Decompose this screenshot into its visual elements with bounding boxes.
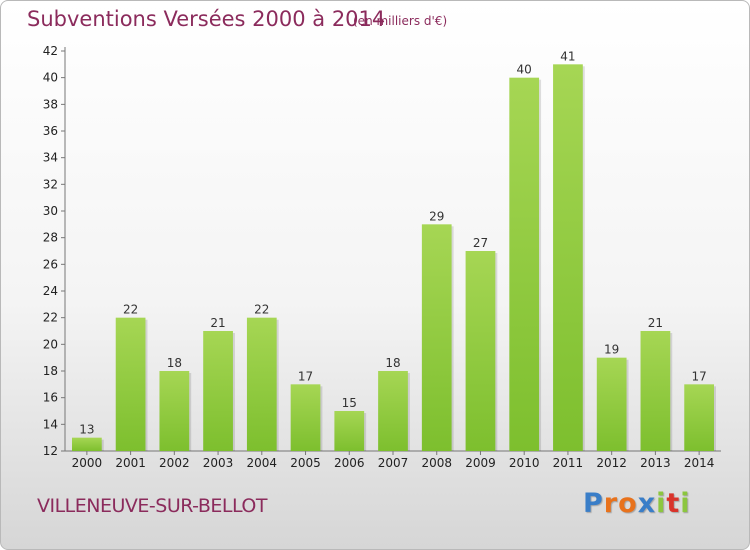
- bar: [378, 371, 408, 451]
- bar-value-label: 21: [210, 316, 225, 330]
- bar-value-label: 15: [342, 396, 357, 410]
- bar: [640, 331, 671, 451]
- x-tick-label: 2007: [378, 456, 409, 470]
- bar-value-label: 13: [79, 423, 94, 437]
- bar-value-label: 29: [429, 209, 444, 223]
- logo-letter: P: [583, 488, 604, 519]
- bar-value-label: 41: [560, 49, 575, 63]
- proxiti-logo: Proxiti: [583, 488, 691, 519]
- x-tick-label: 2013: [640, 456, 671, 470]
- logo-letter: x: [637, 488, 657, 519]
- bar-value-label: 18: [167, 356, 182, 370]
- y-tick-label: 30: [43, 204, 58, 218]
- x-tick-label: 2003: [203, 456, 234, 470]
- y-tick-label: 42: [43, 44, 58, 58]
- bar: [509, 77, 540, 452]
- bar-value-label: 19: [604, 343, 619, 357]
- logo-letter: i: [656, 488, 667, 519]
- x-tick-label: 2001: [115, 456, 146, 470]
- y-tick-label: 18: [43, 364, 58, 378]
- bar-value-label: 22: [254, 303, 269, 317]
- y-tick-label: 22: [43, 311, 58, 325]
- bar: [421, 224, 452, 451]
- logo-letter: i: [680, 488, 691, 519]
- x-tick-label: 2011: [553, 456, 584, 470]
- y-tick-label: 26: [43, 257, 58, 271]
- x-tick-label: 2006: [334, 456, 365, 470]
- bar-value-label: 18: [385, 356, 400, 370]
- bar: [203, 331, 233, 451]
- bar-value-label: 27: [473, 236, 488, 250]
- logo-letter: t: [666, 488, 681, 519]
- bar-value-label: 22: [123, 303, 138, 317]
- y-tick-label: 14: [43, 417, 58, 431]
- bar-value-label: 17: [298, 369, 313, 383]
- y-tick-label: 38: [43, 97, 58, 111]
- y-tick-label: 28: [43, 231, 58, 245]
- x-tick-label: 2008: [421, 456, 452, 470]
- y-tick-label: 24: [43, 284, 58, 298]
- x-tick-label: 2014: [684, 456, 715, 470]
- bar: [553, 64, 583, 452]
- x-tick-label: 2009: [465, 456, 496, 470]
- y-tick-label: 12: [43, 444, 58, 458]
- bar-value-label: 17: [691, 369, 706, 383]
- bar: [115, 317, 146, 451]
- logo-letter: r: [603, 488, 619, 519]
- bar-value-label: 21: [648, 316, 663, 330]
- bar: [465, 251, 496, 451]
- chart-title: Subventions Versées 2000 à 2014: [27, 7, 386, 31]
- bar-value-label: 40: [517, 63, 532, 77]
- bar: [684, 384, 715, 451]
- y-tick-label: 40: [43, 71, 58, 85]
- x-tick-label: 2002: [159, 456, 190, 470]
- y-tick-label: 20: [43, 337, 58, 351]
- bar: [596, 357, 627, 451]
- x-tick-label: 2010: [509, 456, 540, 470]
- x-tick-label: 2000: [72, 456, 103, 470]
- bar: [71, 437, 102, 451]
- y-tick-label: 32: [43, 177, 58, 191]
- y-tick-label: 34: [43, 151, 58, 165]
- commune-name: VILLENEUVE-SUR-BELLOT: [37, 495, 267, 517]
- x-tick-label: 2012: [596, 456, 627, 470]
- x-tick-label: 2004: [247, 456, 278, 470]
- chart-subtitle: (en milliers d'€): [353, 14, 448, 28]
- x-tick-label: 2005: [290, 456, 321, 470]
- y-tick-label: 36: [43, 124, 58, 138]
- y-tick-label: 16: [43, 391, 58, 405]
- bar: [246, 317, 277, 451]
- logo-letter: o: [618, 488, 638, 519]
- bar: [290, 384, 321, 451]
- bar: [334, 411, 365, 451]
- bar: [159, 371, 190, 451]
